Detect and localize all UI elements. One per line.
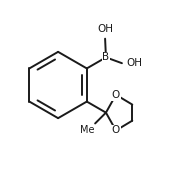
Text: O: O (112, 90, 120, 100)
Text: O: O (112, 125, 120, 135)
Text: OH: OH (127, 58, 143, 68)
Text: Me: Me (80, 125, 94, 135)
Text: OH: OH (97, 24, 113, 35)
Text: B: B (102, 52, 109, 62)
